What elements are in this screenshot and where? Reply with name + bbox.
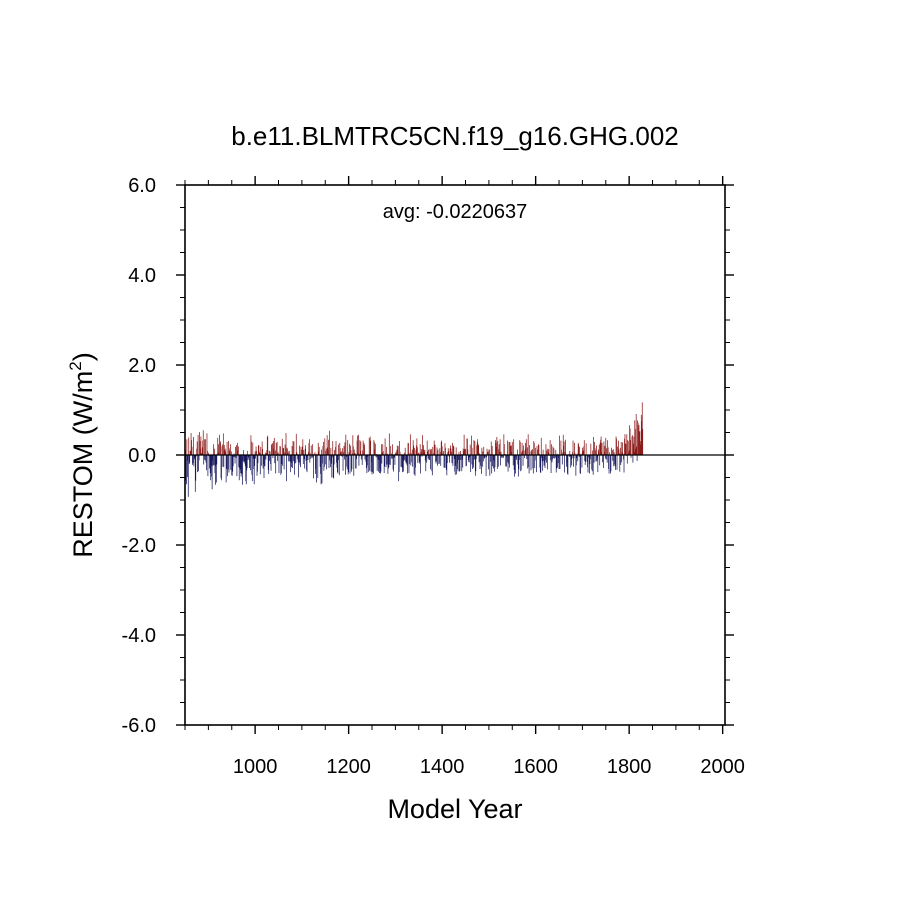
y-axis-label-main: RESTOM (W/m (68, 371, 98, 558)
y-axis-label-close: ) (68, 352, 98, 361)
y-tick-label: 4.0 (128, 265, 156, 287)
y-tick-label: 2.0 (128, 355, 156, 377)
y-axis-label: RESTOM (W/m2) (66, 352, 98, 557)
y-tick-label: 6.0 (128, 175, 156, 197)
x-tick-label: 1200 (326, 756, 371, 778)
x-tick-label: 1000 (233, 756, 278, 778)
plot-frame (184, 184, 726, 726)
x-tick-label: 1600 (513, 756, 558, 778)
y-tick-label: -4.0 (122, 625, 156, 647)
ticks-group: 1000 1200 1400 1600 1800 2000 -6.0 -4.0 -2.0 0.0 2… (122, 175, 745, 778)
y-tick-label: 0.0 (128, 445, 156, 467)
x-axis-label: Model Year (387, 794, 522, 824)
chart-title: b.e11.BLMTRC5CN.f19_g16.GHG.002 (231, 121, 679, 151)
y-tick-label: -6.0 (122, 715, 156, 737)
x-tick-label: 1800 (607, 756, 652, 778)
x-tick-label: 1400 (420, 756, 465, 778)
avg-annotation: avg: -0.0220637 (383, 201, 528, 223)
y-axis-label-superscript: 2 (66, 361, 85, 370)
x-tick-label: 2000 (700, 756, 745, 778)
y-tick-label: -2.0 (122, 535, 156, 557)
